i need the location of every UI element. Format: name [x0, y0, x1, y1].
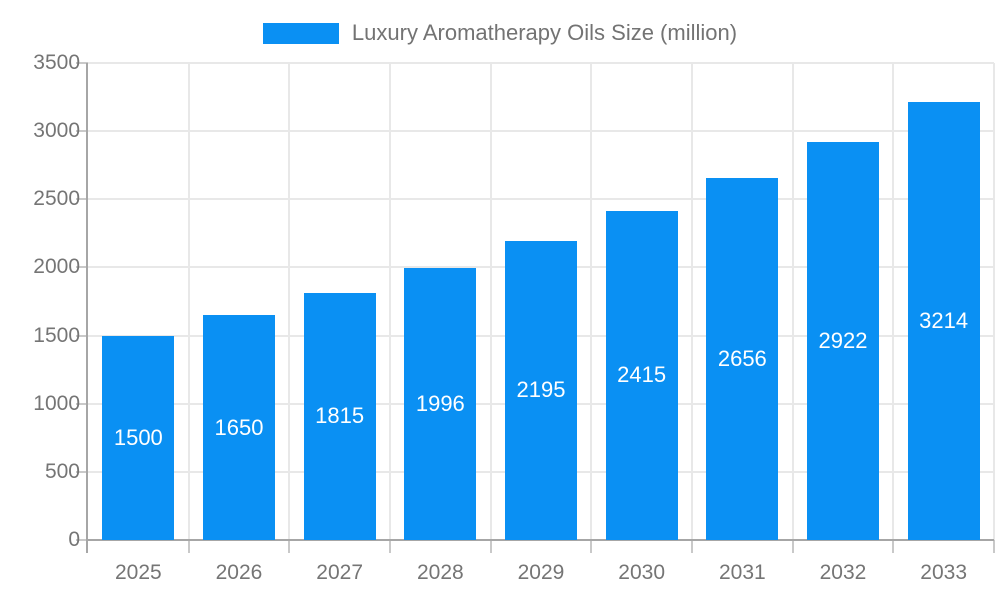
y-axis-label: 3500	[33, 51, 80, 74]
x-axis-label: 2027	[316, 561, 364, 584]
bar-value-label: 2922	[818, 327, 868, 353]
y-axis-tick	[76, 334, 88, 337]
x-axis-label: 2028	[416, 561, 464, 584]
h-gridline	[88, 62, 994, 64]
bar-value-label: 3214	[919, 307, 969, 333]
bar-value-label: 1500	[113, 424, 163, 450]
bar: 2415	[605, 210, 678, 540]
x-axis-label: 2031	[718, 561, 766, 584]
v-gridline	[791, 63, 794, 540]
y-axis-label: 0	[68, 528, 80, 551]
v-gridline	[489, 63, 492, 540]
bar: 1815	[303, 292, 376, 540]
bar: 2195	[505, 240, 577, 540]
v-gridline	[993, 63, 995, 540]
bar-value-label: 1815	[315, 403, 365, 429]
x-axis-label: 2033	[920, 561, 968, 584]
y-axis-label: 3000	[33, 119, 80, 143]
y-axis-tick	[76, 62, 88, 64]
bar: 1996	[404, 267, 477, 540]
x-axis-tick	[187, 540, 190, 553]
bar: 3214	[907, 101, 980, 540]
y-axis-tick	[76, 539, 88, 541]
x-axis-tick	[590, 540, 593, 553]
x-axis-tick	[288, 540, 291, 553]
y-axis-label: 2500	[33, 187, 80, 211]
x-axis-tick	[791, 540, 794, 553]
x-axis-tick	[691, 540, 693, 553]
y-axis-tick	[76, 130, 88, 133]
y-axis-label: 500	[44, 459, 80, 483]
y-axis-tick	[76, 470, 88, 473]
bar-value-label: 1996	[415, 390, 465, 416]
y-axis-tick	[76, 198, 88, 201]
bar-value-label: 2656	[717, 346, 767, 371]
v-gridline	[187, 63, 190, 540]
v-gridline	[389, 63, 391, 540]
bar: 1500	[102, 335, 175, 540]
x-axis-tick	[892, 540, 895, 553]
bar-value-label: 2195	[516, 377, 566, 403]
x-axis-label: 2026	[215, 561, 263, 584]
y-axis-tick	[76, 402, 88, 405]
x-axis-tick	[489, 540, 492, 553]
y-axis-tick	[76, 266, 88, 269]
bar: 1650	[203, 315, 275, 540]
h-gridline	[88, 130, 994, 133]
y-axis-label: 2000	[33, 255, 80, 279]
v-gridline	[691, 63, 693, 540]
bar-value-label: 2415	[617, 362, 667, 388]
x-axis-label: 2032	[819, 561, 867, 584]
v-gridline	[892, 63, 895, 540]
y-axis-label: 1000	[33, 391, 80, 415]
x-axis-tick	[389, 540, 391, 553]
legend-label: Luxury Aromatherapy Oils Size (million)	[351, 20, 738, 45]
legend-swatch	[262, 22, 339, 44]
x-axis-label: 2030	[618, 561, 666, 584]
x-axis-line	[88, 539, 994, 541]
x-axis-label: 2029	[517, 561, 565, 584]
h-gridline	[88, 198, 994, 201]
v-gridline	[590, 63, 593, 540]
x-axis-tick	[993, 540, 995, 553]
v-gridline	[288, 63, 291, 540]
y-axis-line	[86, 63, 88, 553]
x-axis-label: 2025	[114, 561, 162, 584]
bar: 2656	[706, 178, 779, 540]
bar-value-label: 1650	[214, 414, 264, 440]
y-axis-label: 1500	[33, 323, 80, 347]
legend: Luxury Aromatherapy Oils Size (million)	[0, 20, 1000, 46]
bar: 2922	[807, 141, 879, 540]
